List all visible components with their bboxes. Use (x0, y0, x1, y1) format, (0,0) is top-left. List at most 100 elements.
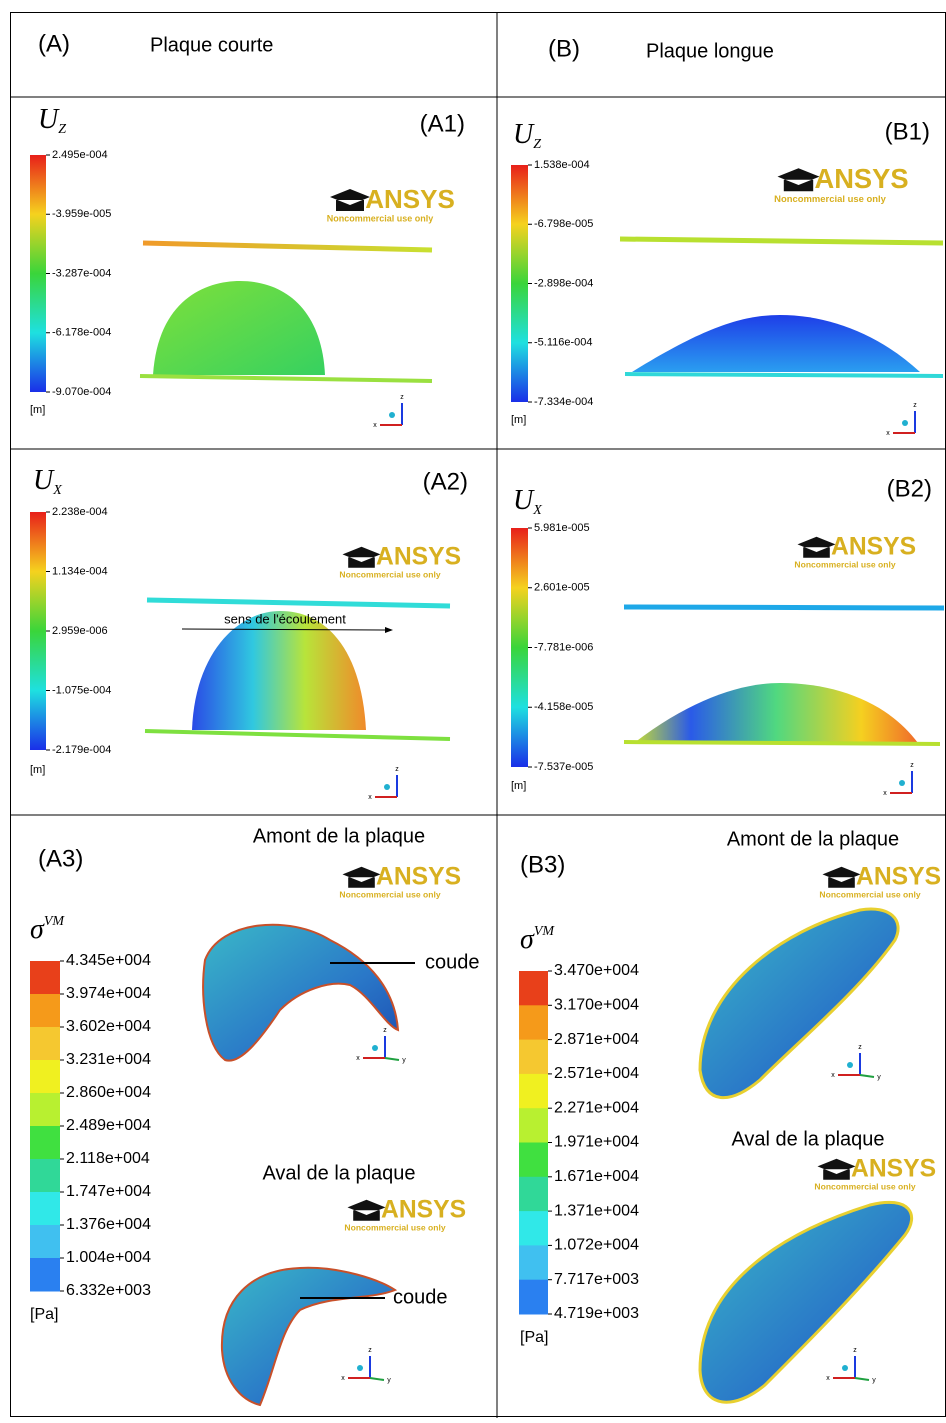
triad-label: z (913, 402, 917, 409)
colorbar-band (30, 994, 60, 1028)
colorbar-label: 3.170e+004 (554, 997, 639, 1014)
colorbar-label: 1.376e+004 (66, 1216, 151, 1233)
column-label: (B) (548, 35, 580, 62)
subscript: Z (58, 122, 66, 137)
colorbar-label: 1.671e+004 (554, 1168, 639, 1185)
triad-label: x (356, 1055, 360, 1062)
watermark-brand: ANSYS (831, 534, 916, 561)
panel-id: (A2) (423, 468, 468, 495)
colorbar-label: 2.489e+004 (66, 1117, 151, 1134)
triad-origin (899, 780, 905, 786)
colorbar-label: -6.178e-004 (52, 327, 111, 339)
colorbar-band (30, 1093, 60, 1127)
plate-geometry (623, 604, 945, 746)
triad-axis (384, 1057, 400, 1061)
colorbar-band (30, 1027, 60, 1061)
triad-label: x (886, 430, 890, 437)
colorbar-band (30, 1192, 60, 1226)
colorbar-label: -4.158e-005 (534, 701, 593, 713)
annotation: sens de l'écoulement (224, 611, 346, 626)
colorbar-label: -1.075e-004 (52, 684, 111, 696)
colorbar-label: 4.345e+004 (66, 952, 151, 969)
subscript: Z (533, 137, 541, 152)
triad-origin (384, 784, 390, 790)
colorbar-band (30, 1225, 60, 1259)
colorbar-band (519, 1245, 548, 1281)
symbol: U (38, 104, 60, 135)
field-symbol: σVM (520, 924, 555, 955)
colorbar-label: 1.134e-004 (52, 565, 108, 577)
colorbar-label: -2.898e-004 (534, 277, 593, 289)
colorbar-label: 1.971e+004 (554, 1134, 639, 1151)
colorbar-label: 2.271e+004 (554, 1099, 639, 1116)
triad-origin (357, 1365, 363, 1371)
triad-label: z (858, 1044, 862, 1051)
colorbar-band (30, 1258, 60, 1292)
triad-origin (847, 1062, 853, 1068)
panel-id: (A1) (420, 110, 465, 137)
watermark-note: Noncommercial use only (819, 890, 920, 900)
triad-origin (842, 1365, 848, 1371)
watermark-logo (797, 536, 836, 558)
triad-label: z (368, 1347, 372, 1354)
colorbar-band (519, 1211, 548, 1246)
watermark-brand: ANSYS (814, 163, 908, 194)
colorbar-label: -5.116e-004 (534, 337, 593, 349)
field-symbol: UZ (513, 119, 541, 152)
colorbar-band (30, 1060, 60, 1094)
colorbar-label: 3.470e+004 (554, 962, 639, 979)
plate-geometry (139, 240, 433, 383)
colorbar-label: 2.118e+004 (66, 1150, 150, 1167)
annotation: Aval de la plaque (731, 1128, 884, 1150)
symbol: σ (520, 924, 535, 955)
colorbar (30, 155, 46, 392)
colorbar-label: -2.179e-004 (52, 744, 111, 756)
colorbar-band (30, 1159, 60, 1193)
watermark-logo (817, 1158, 856, 1180)
colorbar-label: -7.334e-004 (534, 396, 593, 408)
panel-id: (A3) (38, 845, 83, 872)
panel-id: (B3) (520, 851, 565, 878)
colorbar-label: 2.860e+004 (66, 1084, 151, 1101)
unit-label: [m] (30, 404, 45, 416)
triad-label: y (877, 1074, 881, 1081)
watermark-note: Noncommercial use only (814, 1182, 915, 1192)
field-symbol: UZ (38, 104, 66, 137)
colorbar (511, 165, 528, 402)
colorbar-label: -7.781e-006 (534, 641, 593, 653)
colorbar-label: 2.959e-006 (52, 625, 108, 637)
superscript: VM (534, 924, 556, 939)
subscript: X (532, 503, 542, 518)
symbol: U (33, 465, 55, 496)
unit-label: [m] (511, 414, 526, 426)
field-symbol: σVM (30, 914, 65, 945)
watermark-brand: ANSYS (856, 864, 941, 891)
watermark-logo (347, 1199, 386, 1221)
field-symbol: UX (33, 465, 62, 498)
colorbar-band (30, 961, 60, 995)
triad-axis (854, 1377, 870, 1381)
watermark-brand: ANSYS (376, 544, 461, 571)
triad-label: x (368, 794, 372, 801)
watermark-note: Noncommercial use only (339, 570, 440, 580)
colorbar-label: 1.072e+004 (554, 1237, 639, 1254)
triad-axis (859, 1074, 875, 1078)
colorbar-label: 2.601e-005 (534, 582, 590, 594)
colorbar-band (519, 1279, 548, 1315)
colorbar-label: 1.747e+004 (66, 1183, 151, 1200)
unit-label: [Pa] (30, 1306, 58, 1323)
triad-label: z (395, 766, 399, 773)
watermark-brand: ANSYS (376, 864, 461, 891)
watermark-note: Noncommercial use only (794, 560, 895, 570)
watermark-brand: ANSYS (381, 1197, 466, 1224)
colorbar-label: 6.332e+003 (66, 1282, 151, 1299)
colorbar-label: 3.974e+004 (66, 985, 151, 1002)
annotation: coude (393, 1286, 448, 1308)
annotation: Amont de la plaque (727, 828, 899, 850)
watermark-logo (330, 189, 370, 211)
annotation: coude (425, 951, 480, 973)
